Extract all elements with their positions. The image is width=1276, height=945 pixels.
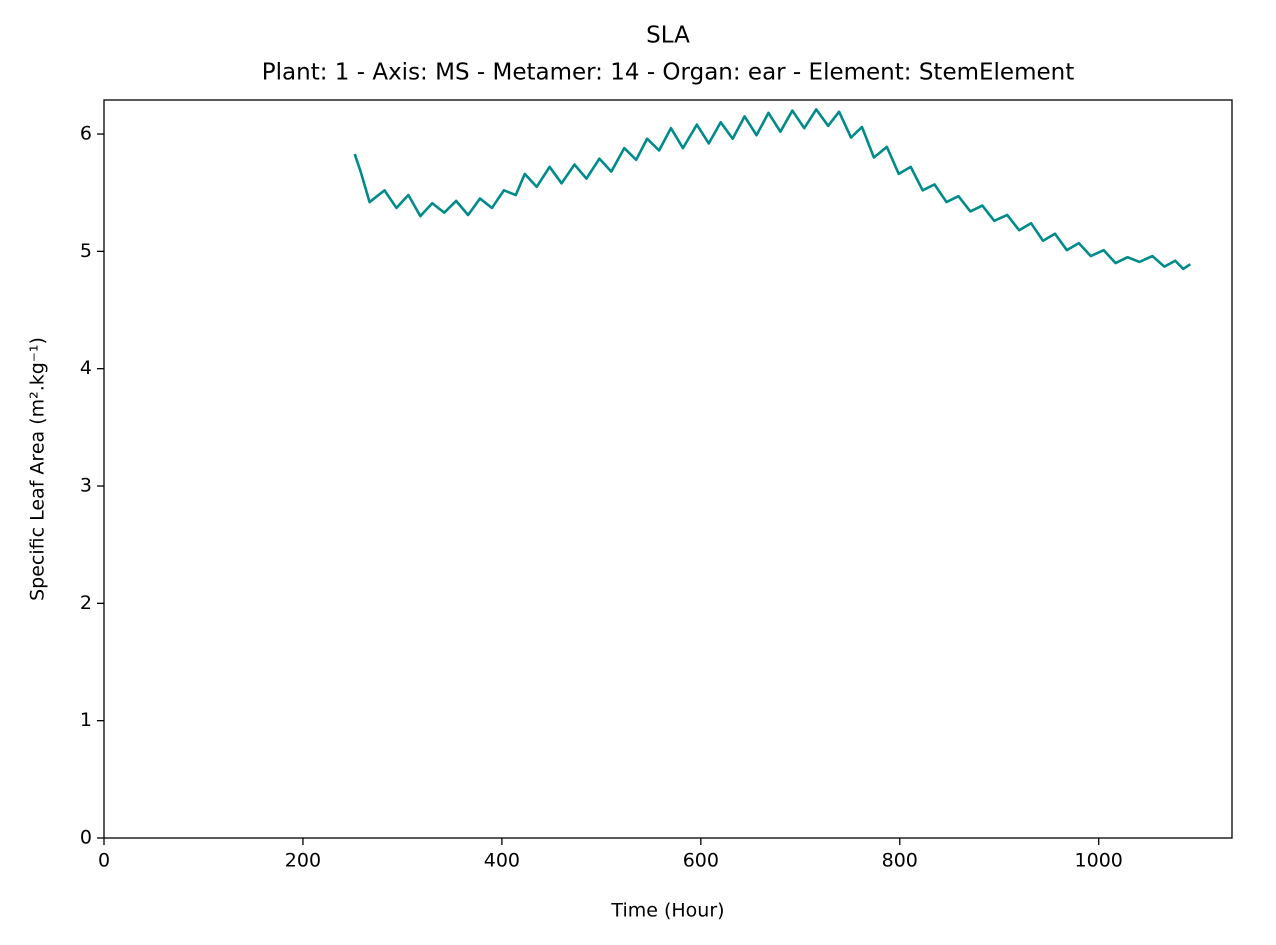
x-tick-label: 400 xyxy=(484,850,520,872)
data-line xyxy=(353,108,1191,271)
x-tick-label: 200 xyxy=(285,850,321,872)
y-tick-label: 0 xyxy=(80,827,92,849)
chart-title: SLA xyxy=(646,23,690,49)
y-tick-label: 4 xyxy=(80,357,92,379)
plot-frame xyxy=(103,99,1233,839)
x-tick-label: 800 xyxy=(882,850,918,872)
x-axis-label: Time (Hour) xyxy=(610,900,724,922)
x-tick-label: 1000 xyxy=(1075,850,1123,872)
y-tick-label: 5 xyxy=(80,240,92,262)
y-axis-label: Specific Leaf Area (m².kg⁻¹) xyxy=(27,337,49,601)
x-tick-label: 0 xyxy=(98,850,110,872)
x-tick-label: 600 xyxy=(683,850,719,872)
chart-subtitle: Plant: 1 - Axis: MS - Metamer: 14 - Orga… xyxy=(262,60,1074,86)
y-tick-label: 2 xyxy=(80,592,92,614)
y-tick-label: 3 xyxy=(80,475,92,497)
y-tick-label: 6 xyxy=(80,123,92,145)
y-tick-label: 1 xyxy=(80,709,92,731)
